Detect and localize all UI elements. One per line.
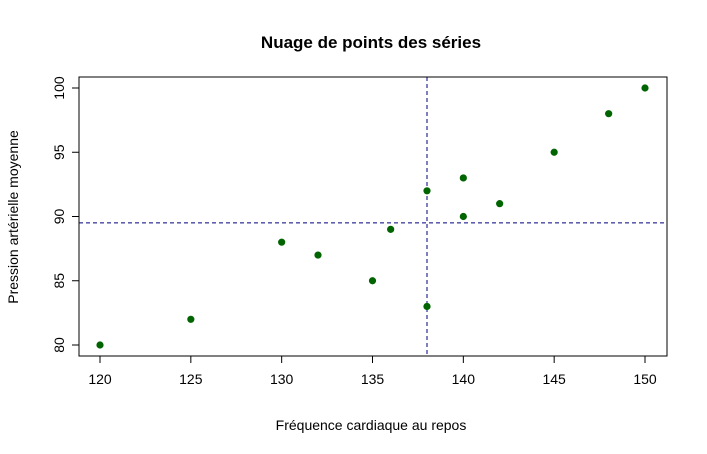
data-point — [314, 251, 322, 259]
data-point — [605, 110, 613, 118]
data-point — [187, 315, 195, 323]
y-tick-label: 90 — [51, 209, 67, 225]
y-tick-label: 85 — [51, 273, 67, 289]
x-tick-label: 125 — [179, 371, 203, 387]
data-point — [96, 341, 104, 349]
y-tick-label: 95 — [51, 144, 67, 160]
x-axis: 120 125 130 135 140 145 150 — [88, 355, 657, 387]
chart-title: Nuage de points des séries — [261, 33, 481, 52]
x-tick-label: 150 — [633, 371, 657, 387]
data-point — [641, 84, 649, 92]
x-tick-label: 145 — [542, 371, 566, 387]
plot-frame — [78, 76, 668, 357]
y-axis: 80 85 90 95 100 — [51, 76, 80, 353]
data-point — [368, 277, 377, 285]
data-point — [496, 200, 504, 208]
data-point — [423, 187, 431, 195]
x-tick-label: 130 — [270, 371, 294, 387]
data-point — [459, 174, 467, 182]
x-axis-label: Fréquence cardiaque au repos — [276, 417, 467, 433]
data-point — [550, 148, 558, 156]
y-axis-label: Pression artérielle moyenne — [5, 130, 21, 304]
data-point — [278, 238, 286, 246]
x-tick-label: 135 — [361, 371, 385, 387]
data-point — [387, 225, 395, 233]
y-tick-label: 100 — [51, 76, 67, 100]
reference-lines — [79, 77, 667, 356]
y-tick-label: 80 — [51, 337, 67, 353]
data-points — [96, 84, 649, 349]
x-tick-label: 140 — [452, 371, 476, 387]
data-point — [423, 302, 431, 311]
x-tick-label: 120 — [88, 371, 112, 387]
data-point — [459, 212, 467, 221]
